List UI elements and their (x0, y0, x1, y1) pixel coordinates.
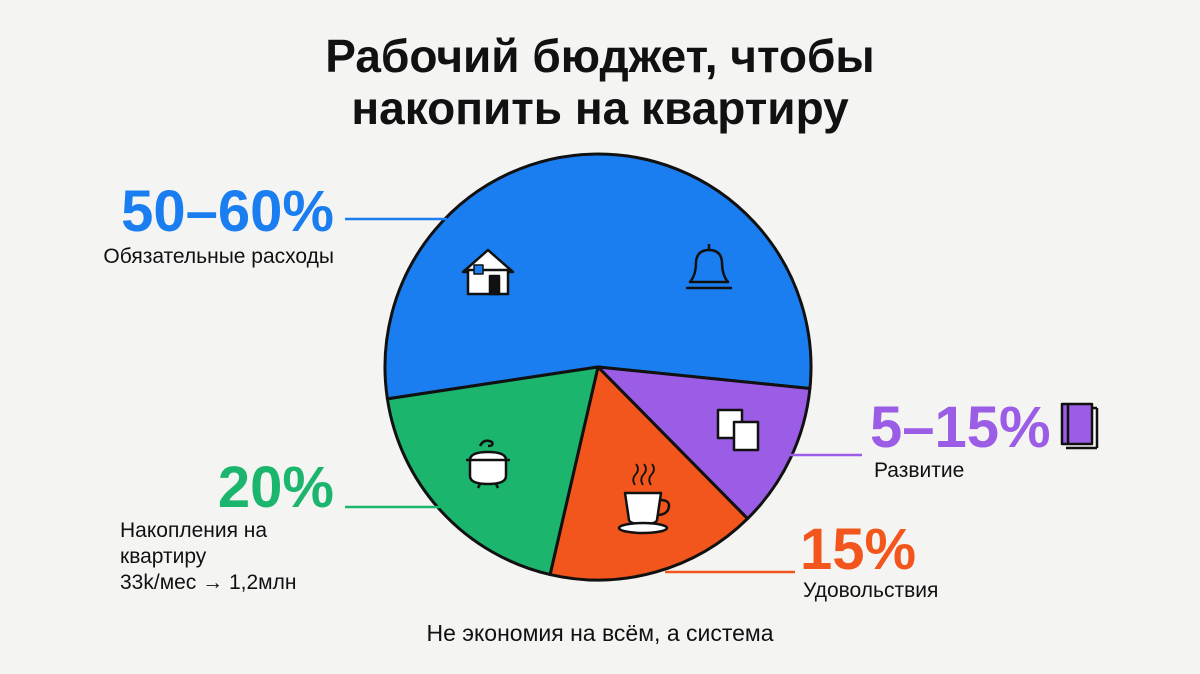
category-label: Удовольствия (803, 579, 939, 602)
bell-icon (686, 244, 732, 290)
pot-icon (466, 439, 510, 489)
chart-title: Рабочий бюджет, чтобы накопить на кварти… (325, 30, 875, 134)
pie-slice (383, 152, 813, 401)
note: 33k/мес → 1,2млн (120, 571, 297, 594)
percent-label: 50–60% (121, 179, 334, 244)
caption: Не экономия на всём, а система (426, 620, 774, 646)
pie-slice (548, 365, 750, 582)
icons (461, 244, 1099, 535)
category-label: Обязательные расходы (103, 245, 334, 268)
copy-icon (716, 408, 760, 452)
category-label: Накопления на квартиру (120, 519, 268, 568)
percent-label: 15% (800, 517, 917, 582)
pie-slice (596, 365, 812, 521)
percent-label: 20% (217, 455, 334, 520)
category-label: Развитие (874, 459, 965, 482)
percent-label: 5–15% (870, 395, 1051, 460)
house-icon (461, 248, 515, 296)
cup-icon (617, 463, 671, 535)
book-icon (1060, 402, 1099, 450)
pie (383, 152, 813, 582)
leader-lines (345, 217, 862, 574)
